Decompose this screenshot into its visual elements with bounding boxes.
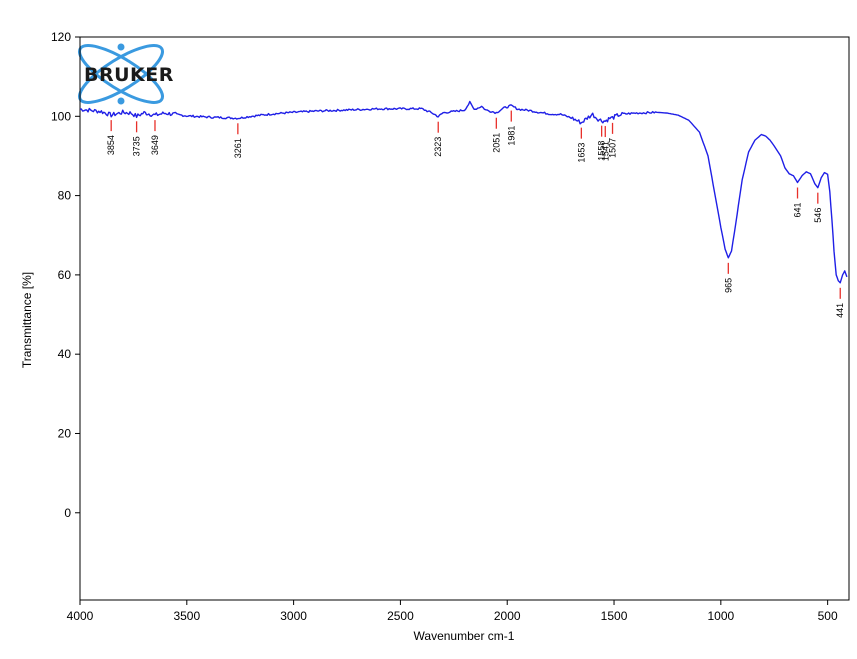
x-tick-label: 1000 [707, 609, 734, 623]
y-tick-label: 120 [51, 30, 71, 44]
peak-label: 3854 [106, 135, 116, 155]
x-tick-label: 500 [818, 609, 838, 623]
peak-label: 2323 [433, 137, 443, 157]
peak-label: 1981 [506, 126, 516, 146]
peak-label: 546 [813, 208, 823, 223]
peak-label: 1653 [576, 143, 586, 163]
peak-label: 3261 [233, 138, 243, 158]
y-tick-label: 80 [58, 189, 72, 203]
peak-label: 441 [835, 303, 845, 318]
plot-border [79, 36, 850, 601]
x-axis-label: Wavenumber cm-1 [414, 629, 515, 643]
peak-label: 3735 [132, 136, 142, 156]
peak-label: 2051 [491, 133, 501, 153]
y-tick-label: 60 [58, 268, 72, 282]
peak-label: 3649 [150, 135, 160, 155]
y-axis-label: Transmittance [%] [20, 272, 34, 368]
y-tick-label: 40 [58, 347, 72, 361]
peak-label: 1541 [600, 141, 610, 161]
plot-frame [79, 36, 850, 601]
peak-label: 1507 [608, 138, 618, 158]
peak-label: 641 [793, 203, 803, 218]
x-tick-label: 2000 [494, 609, 521, 623]
y-tick-label: 100 [51, 109, 71, 123]
peak-label: 965 [723, 278, 733, 293]
bruker-logo: BRUKER [78, 43, 174, 105]
x-tick-label: 2500 [387, 609, 414, 623]
y-axis: 0 20 40 60 80 100 120 [51, 30, 80, 520]
x-tick-label: 1500 [601, 609, 628, 623]
peak-label: 1558 [597, 141, 607, 161]
x-axis: 4000 3500 3000 2500 2000 1500 1000 500 [67, 600, 838, 623]
x-tick-label: 3500 [173, 609, 200, 623]
x-tick-label: 4000 [67, 609, 94, 623]
spectrum-line [79, 100, 848, 284]
peak-markers: 3854 3735 3649 3261 2323 2051 1981 1653 15581541… [106, 110, 845, 318]
y-tick-label: 0 [64, 506, 71, 520]
svg-text:BRUKER: BRUKER [84, 64, 174, 86]
y-tick-label: 20 [58, 426, 72, 440]
x-tick-label: 3000 [280, 609, 307, 623]
